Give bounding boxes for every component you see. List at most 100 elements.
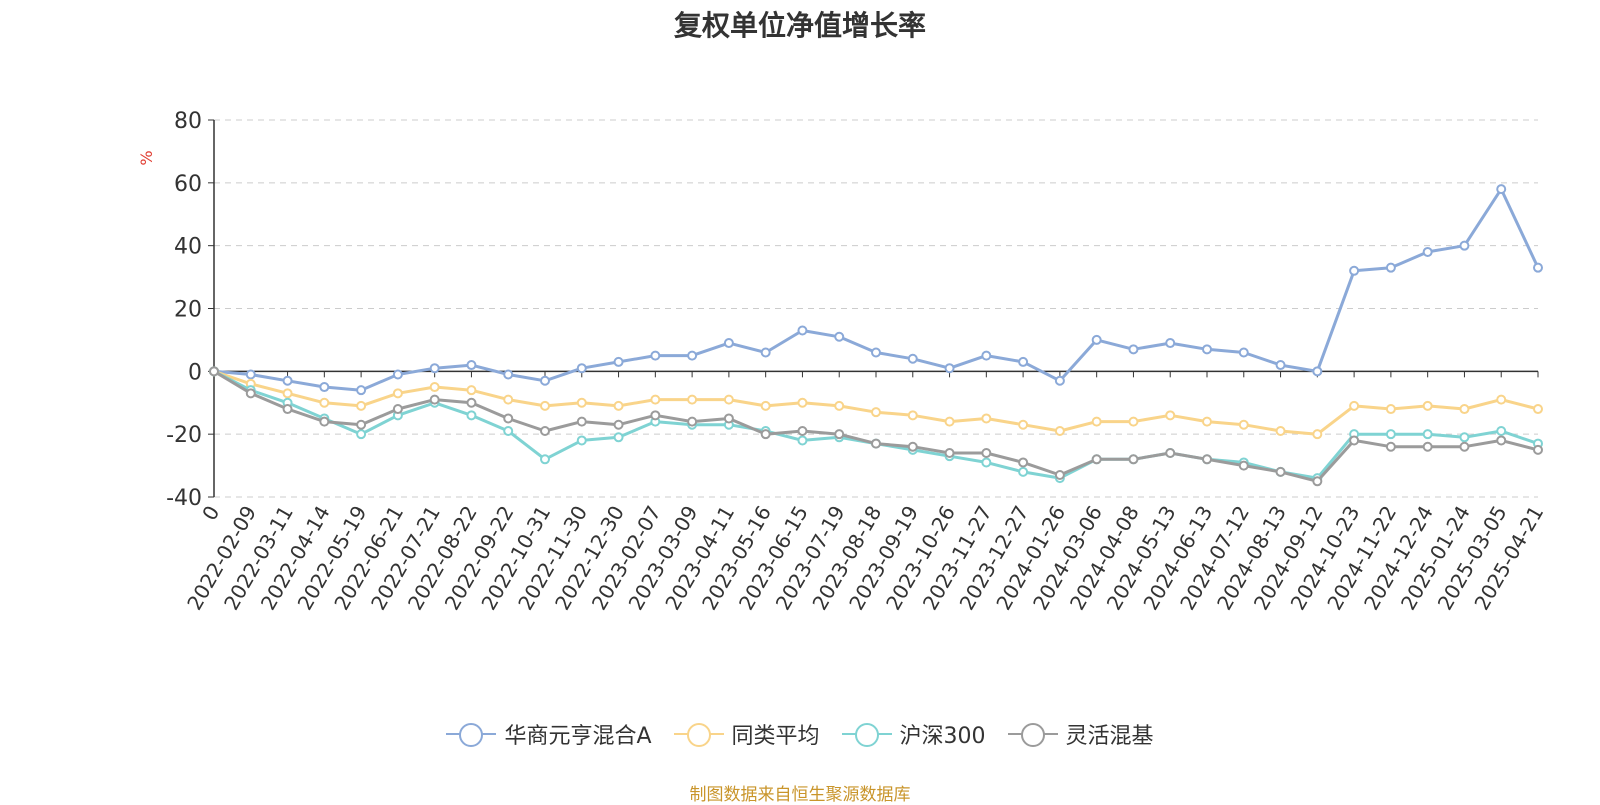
data-point: [319, 416, 330, 427]
data-point: [760, 400, 771, 411]
data-point: [1459, 404, 1470, 415]
data-point: [576, 397, 587, 408]
data-point: [760, 429, 771, 440]
y-tick-label: 20: [174, 298, 202, 323]
series-0: [209, 184, 1543, 396]
data-point: [907, 353, 918, 364]
source-note: 制图数据来自恒生聚源数据库: [689, 785, 911, 805]
legend-swatch-icon: [841, 722, 892, 747]
legend-label: 同类平均: [731, 724, 820, 749]
data-point: [1459, 432, 1470, 443]
data-point: [944, 416, 955, 427]
data-point: [834, 400, 845, 411]
line-chart: -40-2002040608002022-02-092022-03-112022…: [137, 109, 1548, 614]
data-point: [834, 429, 845, 440]
data-point: [871, 407, 881, 418]
data-point: [613, 432, 624, 443]
data-point: [1385, 262, 1396, 273]
data-point: [1018, 466, 1029, 477]
y-tick-label: 40: [174, 235, 202, 260]
data-point: [540, 426, 550, 437]
data-point: [650, 394, 661, 405]
legend-swatch-icon: [1007, 722, 1058, 747]
data-point: [723, 338, 734, 349]
data-point: [540, 454, 550, 465]
data-point: [1459, 441, 1470, 452]
data-point: [1496, 184, 1507, 195]
data-point: [466, 410, 477, 421]
data-point: [613, 419, 624, 430]
data-point: [1496, 426, 1507, 437]
chart-title: 复权单位净值增长率: [673, 9, 926, 42]
legend-item[interactable]: 灵活混基: [1007, 718, 1154, 750]
data-point: [723, 413, 734, 424]
y-tick-label: 0: [188, 360, 202, 385]
data-point: [1496, 394, 1507, 405]
y-tick-label: 80: [174, 109, 202, 134]
x-tick-label: 0: [197, 502, 224, 525]
data-point: [613, 400, 624, 411]
data-point: [1054, 375, 1065, 386]
data-point: [981, 457, 992, 468]
data-point: [1018, 457, 1029, 468]
data-point: [245, 388, 256, 399]
legend: 华商元亨混合A 同类平均 沪深300 灵活混基: [0, 718, 1600, 750]
data-point: [687, 394, 698, 405]
data-point: [429, 363, 440, 374]
data-point: [466, 360, 477, 371]
data-point: [687, 350, 698, 361]
legend-item[interactable]: 华商元亨混合A: [446, 718, 652, 750]
data-point: [760, 347, 771, 358]
series-1: [209, 366, 1543, 440]
data-point: [1238, 347, 1249, 358]
data-point: [1422, 246, 1433, 257]
data-point: [1054, 426, 1065, 437]
data-point: [245, 369, 256, 380]
series-line: [212, 187, 1540, 392]
data-point: [503, 394, 514, 405]
data-point: [797, 426, 808, 437]
y-axis-unit-label: %: [137, 150, 156, 165]
data-point: [356, 429, 367, 440]
series-3: [209, 366, 1543, 487]
y-tick-label: -40: [166, 486, 202, 511]
data-point: [1202, 454, 1212, 465]
data-point: [1128, 454, 1139, 465]
data-point: [871, 347, 881, 358]
data-point: [1128, 344, 1139, 355]
legend-swatch-icon: [673, 722, 724, 747]
data-point: [1496, 435, 1507, 446]
data-point: [1091, 416, 1102, 427]
legend-label: 华商元亨混合A: [504, 724, 652, 749]
data-point: [1385, 404, 1396, 415]
data-point: [797, 325, 808, 336]
data-point: [356, 385, 367, 396]
data-point: [1128, 416, 1139, 427]
data-point: [356, 419, 367, 430]
data-point: [1459, 240, 1470, 251]
data-point: [1238, 460, 1249, 471]
data-point: [1091, 334, 1102, 345]
data-point: [503, 413, 514, 424]
data-point: [1238, 419, 1249, 430]
data-point: [429, 394, 440, 405]
data-point: [209, 366, 219, 377]
data-point: [944, 448, 955, 459]
data-point: [282, 388, 293, 399]
legend-item[interactable]: 沪深300: [841, 718, 986, 750]
data-point: [650, 410, 661, 421]
data-point: [1165, 338, 1176, 349]
data-point: [944, 363, 955, 374]
data-point: [1422, 429, 1433, 440]
data-point: [1422, 441, 1433, 452]
data-point: [1165, 410, 1176, 421]
data-point: [1091, 454, 1102, 465]
data-point: [392, 388, 403, 399]
data-point: [1349, 400, 1360, 411]
data-point: [429, 382, 440, 393]
data-point: [1202, 344, 1212, 355]
data-point: [1312, 429, 1323, 440]
data-point: [1312, 366, 1323, 377]
series-line: [212, 369, 1540, 480]
legend-item[interactable]: 同类平均: [673, 718, 820, 750]
